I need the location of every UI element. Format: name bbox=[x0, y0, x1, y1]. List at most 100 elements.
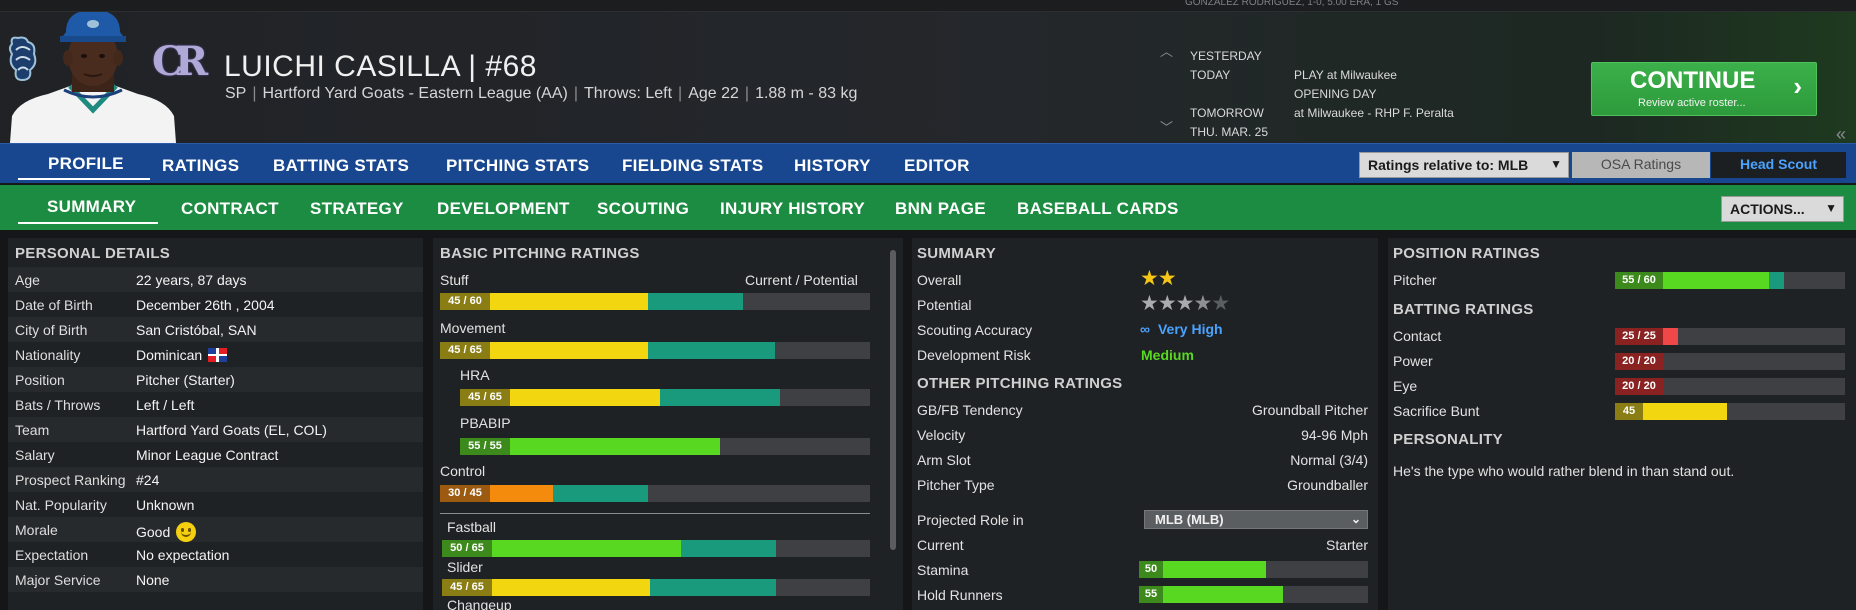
control-badge: 30 / 45 bbox=[440, 485, 490, 502]
personal-details-title: PERSONAL DETAILS bbox=[15, 245, 171, 262]
personal-key: Position bbox=[15, 372, 65, 388]
schedule-tomorrow-event[interactable]: at Milwaukee - RHP F. Peralta bbox=[1294, 106, 1454, 120]
slider-bar: 45 / 65 bbox=[442, 579, 870, 596]
ratings-relative-dropdown[interactable]: Ratings relative to: MLB ▼ bbox=[1359, 152, 1569, 178]
tab-contract[interactable]: CONTRACT bbox=[181, 199, 279, 218]
tab-history[interactable]: HISTORY bbox=[794, 156, 871, 175]
player-team[interactable]: Hartford Yard Goats - Eastern League (AA… bbox=[262, 85, 568, 102]
scouting-accuracy-value: ∞ Very High bbox=[1140, 321, 1223, 337]
stuff-badge: 45 / 60 bbox=[440, 293, 490, 310]
actions-dropdown[interactable]: ACTIONS... ▼ bbox=[1721, 196, 1844, 222]
tab-fielding-stats[interactable]: FIELDING STATS bbox=[622, 156, 764, 175]
tab-development[interactable]: DEVELOPMENT bbox=[437, 199, 570, 218]
personal-value: No expectation bbox=[136, 547, 229, 563]
projected-role-dropdown[interactable]: MLB (MLB) ⌄ bbox=[1144, 510, 1368, 529]
tab-pitching-stats[interactable]: PITCHING STATS bbox=[446, 156, 590, 175]
tab-summary[interactable]: SUMMARY bbox=[18, 194, 159, 224]
slider-badge: 45 / 65 bbox=[442, 579, 492, 596]
schedule-tomorrow: TOMORROW bbox=[1190, 106, 1264, 120]
tab-scouting[interactable]: SCOUTING bbox=[597, 199, 690, 218]
chevron-down-icon[interactable]: ﹀ bbox=[1160, 120, 1174, 135]
collapse-icon[interactable]: « bbox=[1836, 124, 1847, 144]
stamina-bar: 50 bbox=[1139, 561, 1368, 578]
tab-baseball-cards[interactable]: BASEBALL CARDS bbox=[1017, 199, 1179, 218]
sacrifice-bunt-current-fill bbox=[1643, 403, 1728, 420]
eye-badge: 20 / 20 bbox=[1615, 378, 1663, 395]
other-rating-value: Groundballer bbox=[1287, 477, 1368, 493]
tab-batting-stats[interactable]: BATTING STATS bbox=[273, 156, 410, 175]
tab-profile[interactable]: PROFILE bbox=[18, 152, 150, 180]
movement-label: Movement bbox=[440, 320, 506, 336]
other-pitching-title: OTHER PITCHING RATINGS bbox=[917, 375, 1123, 392]
osa-ratings-button[interactable]: OSA Ratings bbox=[1572, 152, 1710, 178]
current-role-label: Current bbox=[917, 537, 964, 553]
personal-value-text: Minor League Contract bbox=[136, 447, 279, 463]
star-icon: ★ bbox=[1157, 292, 1177, 315]
batting-ratings-title: BATTING RATINGS bbox=[1393, 301, 1534, 318]
tab-editor[interactable]: EDITOR bbox=[904, 156, 970, 175]
personal-value-text: December 26th , 2004 bbox=[136, 297, 275, 313]
smiley-icon bbox=[176, 522, 197, 542]
continue-button[interactable]: CONTINUE Review active roster... › bbox=[1591, 62, 1817, 116]
sacrifice-bunt-bar: 45 bbox=[1615, 403, 1845, 420]
top-strip: GONZALEZ RODRIGUEZ, 1-0, 5.00 ERA, 1 GS bbox=[0, 0, 1856, 12]
schedule-widget: ︿ ﹀ YESTERDAY TODAY PLAY at Milwaukee OP… bbox=[1160, 37, 1480, 147]
hold-runners-bar: 55 bbox=[1139, 586, 1368, 603]
position-ratings-panel: POSITION RATINGS Pitcher 55 / 60 BATTING… bbox=[1388, 238, 1856, 610]
personal-value: Good bbox=[136, 522, 197, 542]
chevron-up-icon[interactable]: ︿ bbox=[1160, 44, 1174, 59]
actions-label: ACTIONS... bbox=[1730, 201, 1805, 217]
contact-label: Contact bbox=[1393, 328, 1442, 344]
basic-pitching-panel: BASIC PITCHING RATINGS Current / Potenti… bbox=[433, 238, 903, 610]
basic-pitching-title: BASIC PITCHING RATINGS bbox=[440, 245, 640, 262]
movement-current-fill bbox=[490, 342, 649, 359]
movement-badge: 45 / 65 bbox=[440, 342, 490, 359]
power-label: Power bbox=[1393, 353, 1433, 369]
personal-value-text[interactable]: Hartford Yard Goats (EL, COL) bbox=[136, 422, 327, 438]
tab-injury-history[interactable]: INJURY HISTORY bbox=[720, 199, 865, 218]
personal-value: None bbox=[136, 572, 169, 588]
tab-ratings[interactable]: RATINGS bbox=[162, 156, 240, 175]
current-role-value: Starter bbox=[1325, 537, 1368, 553]
position-ratings-title: POSITION RATINGS bbox=[1393, 245, 1541, 262]
personality-text: He's the type who would rather blend in … bbox=[1393, 463, 1735, 479]
personal-value: 22 years, 87 days bbox=[136, 272, 247, 288]
overall-label: Overall bbox=[917, 272, 962, 288]
personal-value: Pitcher (Starter) bbox=[136, 372, 235, 388]
personal-row-nat-popularity: Nat. Popularity Unknown bbox=[8, 492, 423, 517]
personal-value-text: Unknown bbox=[136, 497, 195, 513]
tab-bnn-page[interactable]: BNN PAGE bbox=[895, 199, 986, 218]
head-scout-button[interactable]: Head Scout bbox=[1711, 152, 1846, 178]
summary-panel: SUMMARY Overall ★★ Potential ★★★★★ Scout… bbox=[912, 238, 1378, 610]
other-rating-value: Normal (3/4) bbox=[1290, 452, 1368, 468]
power-badge: 20 / 20 bbox=[1615, 353, 1663, 370]
personal-value-text: Dominican bbox=[136, 347, 203, 363]
hra-bar: 45 / 65 bbox=[460, 389, 870, 406]
schedule-today: TODAY bbox=[1190, 68, 1231, 82]
hold-runners-badge: 55 bbox=[1139, 586, 1163, 603]
scouting-accuracy-text: Very High bbox=[1157, 321, 1223, 337]
player-name: LUICHI CASILLA | #68 bbox=[224, 50, 537, 83]
fastball-badge: 50 / 65 bbox=[442, 540, 492, 557]
contact-bar: 25 / 25 bbox=[1615, 328, 1845, 345]
goats-logo-icon bbox=[9, 36, 37, 82]
schedule-today-event[interactable]: PLAY at Milwaukee bbox=[1294, 68, 1397, 82]
scouting-accuracy-label: Scouting Accuracy bbox=[917, 322, 1033, 338]
personal-value-text: Left / Left bbox=[136, 397, 195, 413]
star-icon: ★ bbox=[1193, 292, 1212, 315]
hold-runners-label: Hold Runners bbox=[917, 587, 1003, 603]
pitcher-rating-badge: 55 / 60 bbox=[1615, 272, 1663, 289]
personal-value: Dominican bbox=[136, 347, 228, 363]
personal-key: Nat. Popularity bbox=[15, 497, 107, 513]
chevron-down-icon: ▼ bbox=[1550, 157, 1562, 171]
personal-value: San Cristóbal, SAN bbox=[136, 322, 257, 338]
continue-sub: Review active roster... bbox=[1638, 97, 1746, 109]
star-icon: ★ bbox=[1140, 292, 1159, 315]
personal-key: Bats / Throws bbox=[15, 397, 101, 413]
personal-row-position: Position Pitcher (Starter) bbox=[8, 367, 423, 392]
fastball-bar: 50 / 65 bbox=[442, 540, 870, 557]
personal-key: Salary bbox=[15, 447, 55, 463]
pitching-scrollbar[interactable] bbox=[890, 250, 896, 550]
tab-strategy[interactable]: STRATEGY bbox=[310, 199, 404, 218]
